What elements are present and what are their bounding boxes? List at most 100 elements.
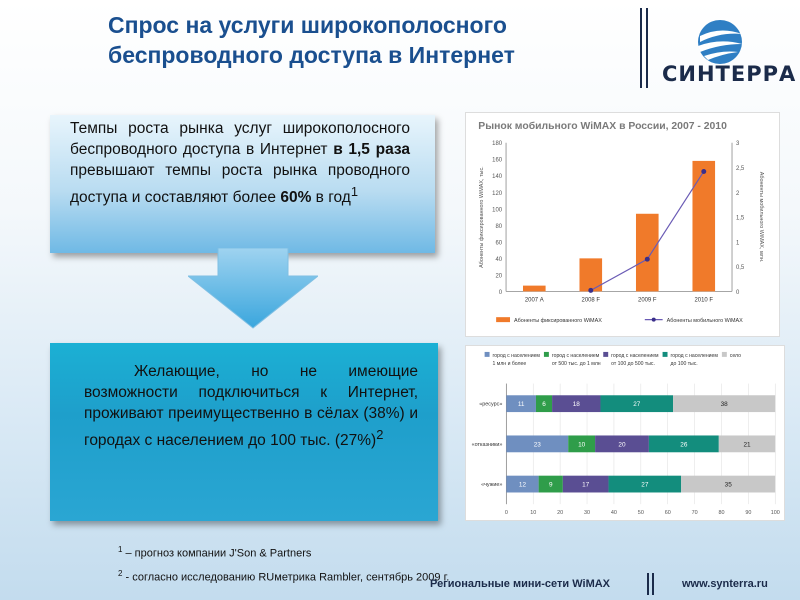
legend-swatch-point [651, 317, 656, 322]
data-label: 21 [743, 441, 751, 448]
category-label: «ресурс» [479, 402, 502, 408]
y2-tick-label: 1,5 [736, 216, 745, 222]
legend-swatch-bars [496, 317, 511, 323]
bar-segment [600, 395, 674, 413]
title-line-2: беспроводного доступа в Интернет [108, 42, 515, 68]
synterra-globe-icon [698, 20, 742, 64]
bar-segment [648, 435, 719, 453]
bar-segment [562, 475, 609, 493]
y-tick-label: 140 [492, 174, 503, 180]
y-tick-label: 0 [499, 290, 503, 296]
x-tick-label: 90 [745, 510, 751, 516]
legend-label: Абоненты фиксированного WiMAX [514, 318, 602, 324]
bar-segment [535, 395, 553, 413]
bar-segment [608, 475, 682, 493]
legend-label: город с населением до 100 тыс. [670, 353, 718, 367]
data-label: 9 [549, 482, 553, 489]
demand-box: Желающие, но не имеющие возможности подк… [50, 343, 438, 521]
x-tick-label: 20 [557, 510, 563, 516]
growth-box: Темпы роста рынка услуг широкополосного … [50, 115, 435, 253]
data-label: 10 [578, 441, 586, 448]
x-tick-label: 70 [692, 510, 698, 516]
y2-axis-label: Абоненты мобильного WiMAX, млн. [758, 172, 764, 263]
bar-segment [681, 475, 776, 493]
x-tick-label: 10 [530, 510, 536, 516]
data-label: 35 [725, 482, 733, 489]
y-tick-label: 180 [492, 141, 503, 147]
bar [579, 258, 603, 292]
x-tick-label: 2010 F [695, 297, 714, 303]
bar [522, 285, 546, 292]
data-label: 20 [618, 441, 626, 448]
bar-segment [673, 395, 776, 413]
x-tick-label: 2009 F [638, 297, 657, 303]
footnote-1: 1 – прогноз компании J'Son & Partners [118, 545, 312, 560]
demand-text: Желающие, но не имеющие возможности подк… [84, 363, 418, 450]
y2-tick-label: 2 [736, 191, 739, 197]
data-label: 38 [721, 401, 729, 408]
population-stacked-chart: город с населением 1 млн и более город с н… [465, 345, 785, 521]
bar-segment [506, 395, 536, 413]
footer-url[interactable]: www.synterra.ru [682, 578, 768, 590]
y2-tick-label: 1 [736, 240, 740, 246]
footer-divider [647, 573, 654, 595]
y2-tick-label: 2,5 [736, 166, 745, 172]
y-axis-label: Абоненты фиксированного WiMAX, тыс. [479, 166, 485, 268]
data-label: 18 [573, 401, 581, 408]
data-label: 11 [518, 401, 525, 408]
legend-swatch [662, 351, 668, 357]
data-label: 23 [534, 441, 542, 448]
bar [635, 213, 659, 292]
logo-text: СИНТЕРРА [662, 62, 797, 86]
footnote-2: 2 - согласно исследованию RUметрика Ramb… [118, 568, 450, 584]
line-point [588, 287, 594, 293]
bar-segment [506, 475, 539, 493]
page-title: Спрос на услуги широкополосного беспрово… [108, 10, 628, 70]
y2-tick-label: 0,5 [736, 265, 745, 271]
y-tick-label: 60 [495, 240, 502, 246]
x-tick-label: 0 [505, 510, 508, 516]
footer-caption: Региональные мини-сети WiMAX [430, 578, 611, 590]
y2-tick-label: 3 [736, 141, 740, 147]
line-point [644, 256, 650, 262]
data-label: 12 [519, 482, 527, 489]
bar [692, 160, 716, 292]
data-label: 27 [641, 482, 649, 489]
x-tick-label: 30 [584, 510, 590, 516]
x-tick-label: 80 [718, 510, 724, 516]
footnotes: 1 – прогноз компании J'Son & Partners 2 … [118, 540, 449, 587]
x-tick-label: 60 [665, 510, 671, 516]
legend-swatch [484, 351, 490, 357]
x-tick-label: 2008 F [582, 297, 601, 303]
data-label: 17 [582, 482, 590, 489]
line-point [701, 168, 707, 174]
category-label: «отказники» [472, 442, 503, 448]
legend-label: город с населением 1 млн и более [493, 353, 541, 367]
y-tick-label: 40 [495, 257, 502, 263]
x-tick-label: 2007 А [525, 297, 544, 303]
category-label: «чужие» [481, 482, 502, 488]
title-line-1: Спрос на услуги широкополосного [108, 12, 507, 38]
y-tick-label: 120 [492, 191, 503, 197]
bar-segment [595, 435, 649, 453]
legend-swatch [543, 351, 549, 357]
y-tick-label: 100 [492, 207, 503, 213]
data-label: 27 [633, 401, 641, 408]
data-label: 6 [542, 401, 546, 408]
y-tick-label: 20 [495, 273, 502, 279]
wimax-market-chart: Рынок мобильного WiMAX в России, 2007 - … [465, 112, 780, 337]
bar-segment [506, 435, 569, 453]
x-tick-label: 40 [611, 510, 617, 516]
legend-label: село [730, 353, 741, 359]
down-arrow-icon [188, 248, 318, 329]
y-tick-label: 80 [495, 224, 502, 230]
bar-segment [538, 475, 563, 493]
legend-swatch [721, 351, 727, 357]
legend-label: город с населением от 100 до 500 тыс. [611, 353, 659, 367]
legend-label: Абоненты мобильного WiMAX [667, 318, 744, 324]
logo-divider [640, 8, 648, 88]
y-tick-label: 160 [492, 158, 503, 164]
y2-tick-label: 0 [736, 290, 740, 296]
bar-segment [552, 395, 601, 413]
x-tick-label: 100 [771, 510, 780, 516]
